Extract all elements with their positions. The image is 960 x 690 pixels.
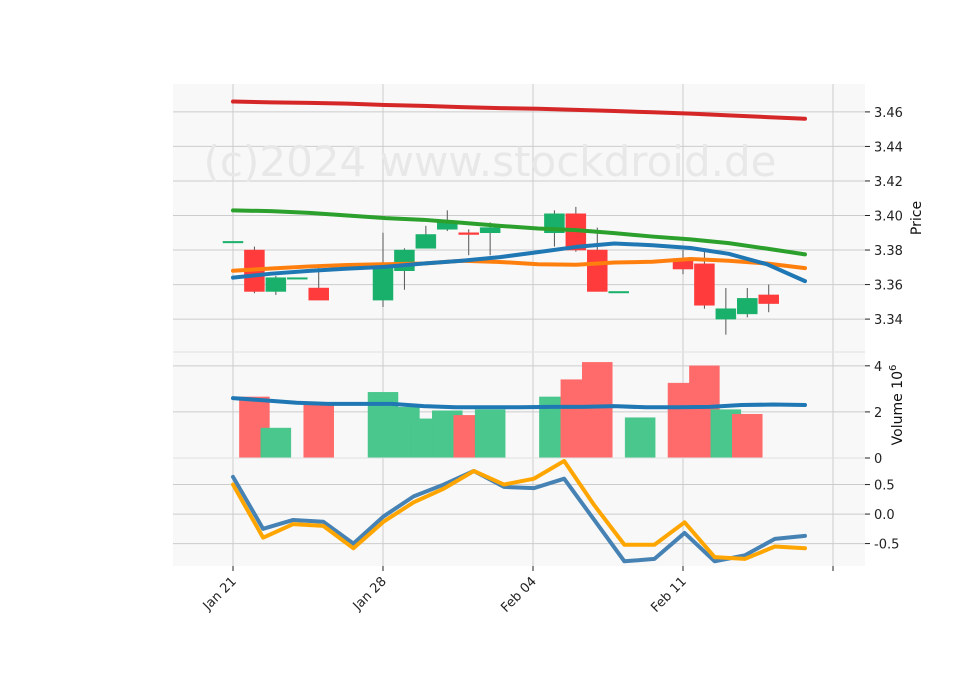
price-panel-bg — [173, 84, 865, 352]
price-tick-label: 3.40 — [874, 210, 903, 225]
sma_mid-line — [231, 208, 807, 257]
candle-body — [287, 277, 308, 280]
volume-bar — [303, 404, 334, 459]
watermark: (c)2024 www.stockdroid.de — [204, 137, 777, 186]
candle-body — [222, 241, 244, 244]
candle-body — [479, 227, 501, 234]
price-axis-label: Price — [909, 201, 925, 235]
oscillator-panel-bg — [173, 458, 865, 566]
volume-bar — [624, 417, 656, 459]
candle-body — [265, 277, 287, 292]
volume-tick-label: 0 — [874, 452, 882, 467]
sma_short-line — [231, 241, 807, 284]
price-tick-label: 3.42 — [874, 175, 903, 190]
ema-line — [231, 257, 807, 273]
candle-body — [372, 267, 394, 301]
oscillator-panel — [231, 458, 807, 564]
price-tick-label: 3.38 — [874, 244, 903, 259]
candle-body — [737, 298, 758, 315]
osc_a-line — [231, 468, 807, 564]
price-tick-label: 3.34 — [874, 313, 903, 328]
volume-tick-label: 2 — [874, 406, 882, 421]
volume-axis-label: Volume 106 — [888, 365, 906, 446]
volume-tick-label: 4 — [874, 360, 882, 375]
x-tick-label: Jan 21 — [200, 574, 240, 614]
candle-body — [458, 232, 479, 235]
x-tick-label: Feb 04 — [498, 574, 540, 616]
candle-body — [587, 249, 608, 292]
candle-body — [415, 234, 437, 249]
oscillator-tick-label: -0.5 — [874, 538, 899, 553]
price-tick-label: 3.44 — [874, 140, 903, 155]
volume-average-line — [231, 396, 807, 410]
candle-body — [694, 263, 715, 306]
price-tick-label: 3.36 — [874, 279, 903, 294]
candle-body — [715, 308, 737, 320]
oscillator-tick-label: 0.0 — [874, 508, 895, 523]
volume-bar — [582, 362, 613, 459]
candle-body — [758, 294, 779, 304]
price-panel — [222, 99, 807, 335]
oscillator-tick-label: 0.5 — [874, 479, 895, 494]
candle-body — [308, 287, 329, 301]
volume-bar — [474, 409, 506, 459]
candle-body — [608, 291, 629, 294]
price-tick-label: 3.46 — [874, 106, 903, 121]
x-tick-label: Jan 28 — [350, 574, 390, 614]
sma_long-line — [231, 99, 807, 121]
volume-bar — [732, 413, 763, 459]
volume-panel — [231, 362, 807, 459]
volume-bar — [260, 427, 292, 459]
osc_b-line — [231, 458, 807, 561]
grid-lines — [173, 84, 865, 566]
x-tick-label: Feb 11 — [648, 574, 690, 616]
